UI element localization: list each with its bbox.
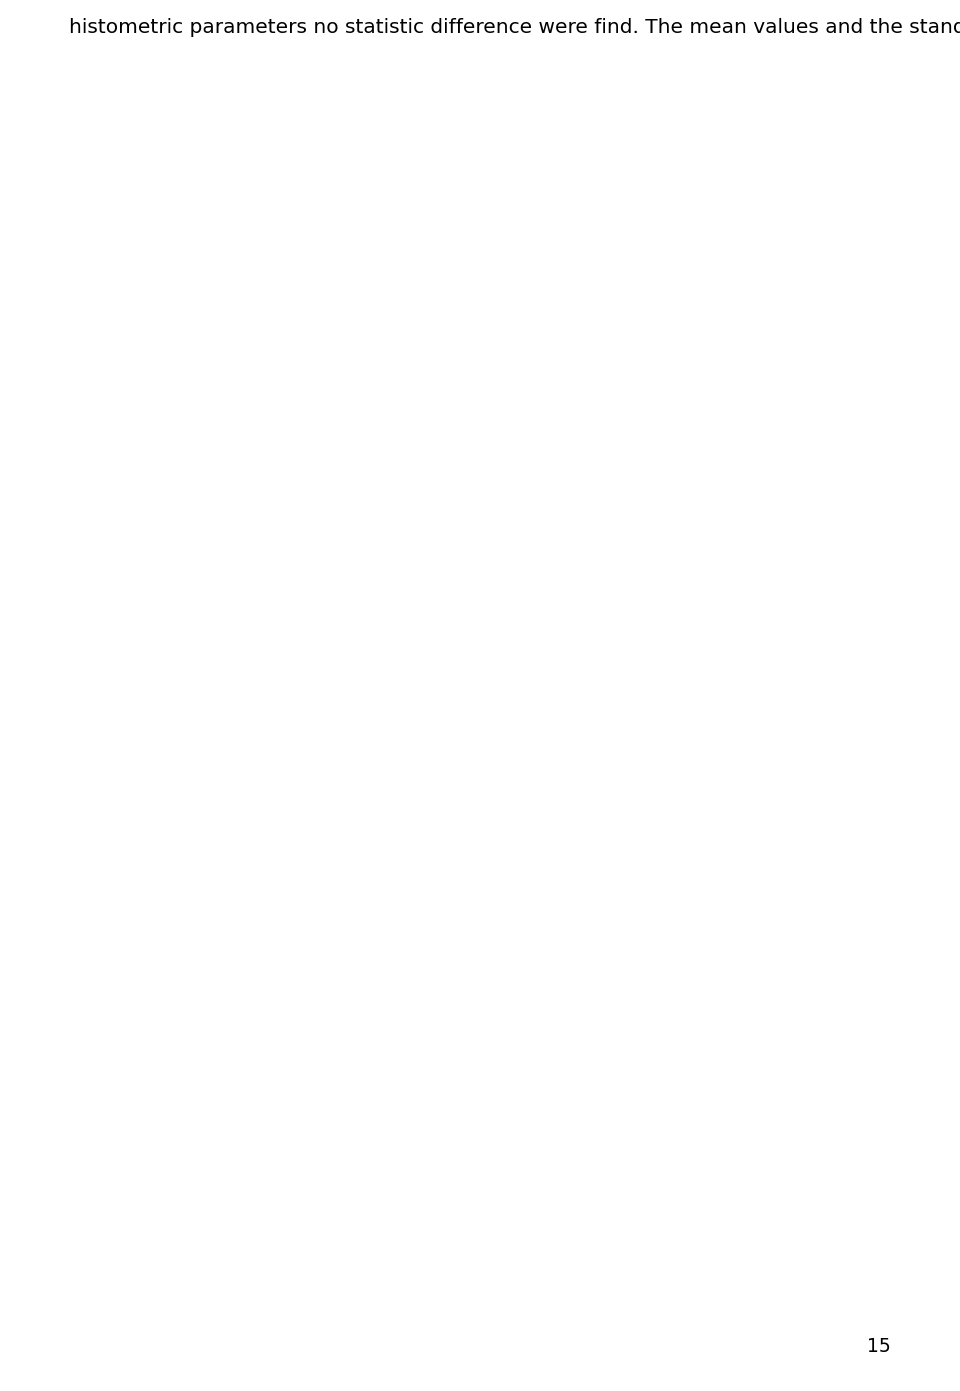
Text: 15: 15 [867, 1337, 891, 1356]
Text: histometric parameters no statistic difference were find. The mean values and th: histometric parameters no statistic diff… [69, 18, 960, 38]
